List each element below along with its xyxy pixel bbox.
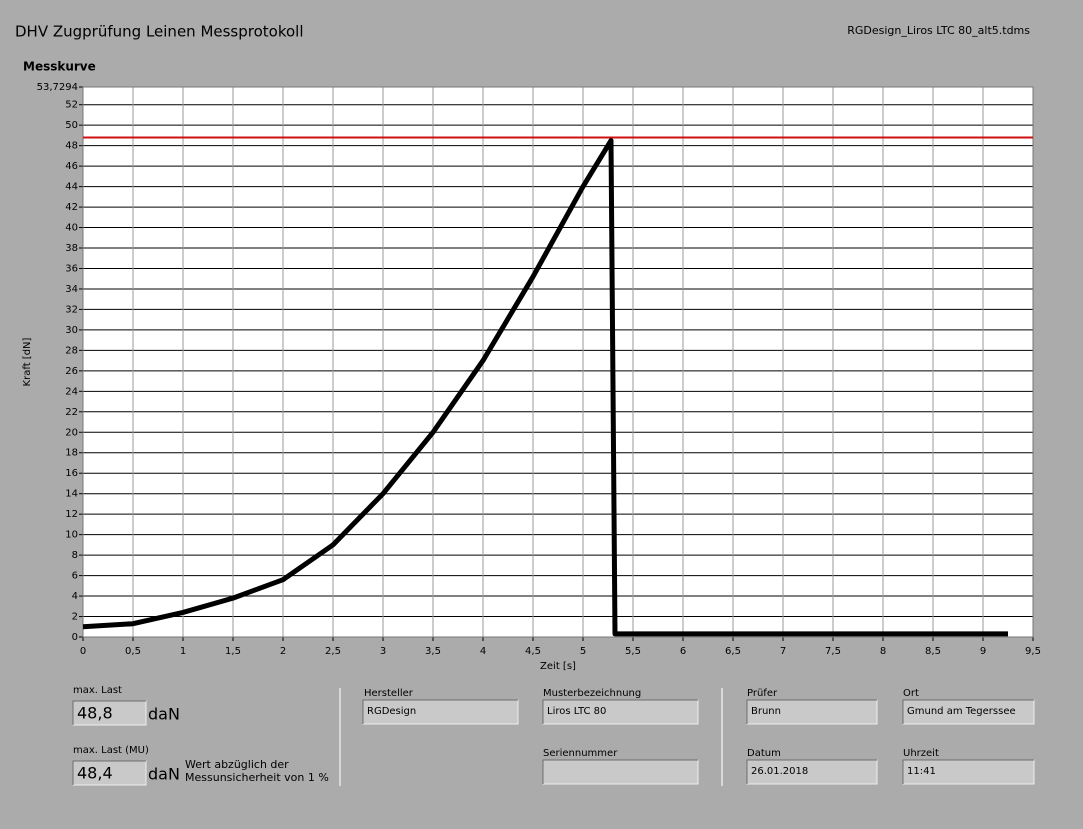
x-tick-label: 7 bbox=[780, 646, 786, 657]
plot-frame bbox=[82, 86, 1034, 638]
y-tick-label: 6 bbox=[72, 571, 78, 582]
x-tick-label: 7,5 bbox=[825, 646, 841, 657]
field-label: Hersteller bbox=[364, 688, 414, 699]
x-tick-label: 8,5 bbox=[925, 646, 941, 657]
x-tick-label: 5,5 bbox=[625, 646, 641, 657]
y-tick-label: 28 bbox=[65, 345, 78, 356]
field-value: 48,4 bbox=[77, 764, 113, 783]
y-tick-label: 48 bbox=[65, 141, 78, 152]
x-tick-label: 6 bbox=[680, 646, 686, 657]
field-box bbox=[746, 699, 878, 725]
field-bevel bbox=[542, 759, 698, 784]
x-tick-label: 8 bbox=[880, 646, 886, 657]
field-bevel bbox=[542, 699, 698, 724]
x-tick-label: 1 bbox=[180, 646, 186, 657]
field-label: Datum bbox=[747, 748, 781, 759]
field-bevel bbox=[72, 760, 146, 785]
file-name: RGDesign_Liros LTC 80_alt5.tdms bbox=[847, 24, 1030, 37]
field-box bbox=[902, 699, 1035, 725]
x-tick-label: 2,5 bbox=[325, 646, 341, 657]
field-label: max. Last bbox=[73, 685, 122, 696]
field-value: Brunn bbox=[751, 706, 781, 717]
field-label: Musterbezeichnung bbox=[543, 688, 641, 699]
y-tick-label: 12 bbox=[65, 509, 78, 520]
x-tick-label: 1,5 bbox=[225, 646, 241, 657]
y-tick-label: 8 bbox=[72, 550, 78, 561]
field-value: RGDesign bbox=[367, 706, 416, 717]
x-tick-label: 4 bbox=[480, 646, 486, 657]
y-tick-label: 38 bbox=[65, 243, 78, 254]
x-tick-label: 5 bbox=[580, 646, 586, 657]
y-tick-label: 50 bbox=[65, 120, 78, 131]
y-tick-label: 32 bbox=[65, 304, 78, 315]
y-tick-label: 4 bbox=[72, 591, 78, 602]
page-title: DHV Zugprüfung Leinen Messprotokoll bbox=[15, 23, 304, 41]
y-tick-label: 53,7294 bbox=[37, 82, 78, 93]
field-bevel bbox=[902, 759, 1034, 784]
y-tick-label: 18 bbox=[65, 448, 78, 459]
x-tick-label: 2 bbox=[280, 646, 286, 657]
y-tick-label: 26 bbox=[65, 366, 78, 377]
x-tick-label: 6,5 bbox=[725, 646, 741, 657]
y-tick-label: 22 bbox=[65, 407, 78, 418]
x-tick-label: 0,5 bbox=[125, 646, 141, 657]
x-tick-label: 3,5 bbox=[425, 646, 441, 657]
field-unit: daN bbox=[148, 705, 180, 724]
field-bevel bbox=[362, 699, 518, 724]
y-tick-label: 52 bbox=[65, 100, 78, 111]
x-axis-label: Zeit [s] bbox=[540, 661, 576, 672]
field-box bbox=[542, 759, 699, 785]
y-tick-label: 36 bbox=[65, 263, 78, 274]
field-value: 26.01.2018 bbox=[751, 766, 808, 777]
field-bevel bbox=[746, 759, 877, 784]
x-tick-label: 3 bbox=[380, 646, 386, 657]
field-label: Seriennummer bbox=[543, 748, 618, 759]
plot-area bbox=[83, 87, 1033, 637]
field-label: Uhrzeit bbox=[903, 748, 939, 759]
field-bevel bbox=[746, 699, 877, 724]
field-value: Liros LTC 80 bbox=[547, 706, 606, 717]
y-tick-label: 46 bbox=[65, 161, 78, 172]
y-tick-label: 16 bbox=[65, 468, 78, 479]
field-bevel bbox=[902, 699, 1034, 724]
y-tick-label: 40 bbox=[65, 223, 78, 234]
y-tick-label: 30 bbox=[65, 325, 78, 336]
field-box bbox=[902, 759, 1035, 785]
y-tick-label: 14 bbox=[65, 489, 78, 500]
y-axis-label: Kraft [dN] bbox=[22, 337, 33, 386]
x-tick-label: 9,5 bbox=[1025, 646, 1041, 657]
field-value: 11:41 bbox=[907, 766, 936, 777]
field-label: Ort bbox=[903, 688, 919, 699]
x-tick-label: 0 bbox=[80, 646, 86, 657]
field-note: Messunsicherheit von 1 % bbox=[185, 771, 329, 784]
field-value: Gmund am Tegerssee bbox=[907, 706, 1016, 717]
chart-title: Messkurve bbox=[23, 60, 96, 74]
field-label: max. Last (MU) bbox=[73, 745, 149, 756]
y-tick-label: 10 bbox=[65, 530, 78, 541]
y-tick-label: 42 bbox=[65, 202, 78, 213]
y-tick-label: 2 bbox=[72, 612, 78, 623]
field-value: 48,8 bbox=[77, 704, 113, 723]
y-tick-label: 20 bbox=[65, 427, 78, 438]
field-label: Prüfer bbox=[747, 688, 778, 699]
y-tick-label: 24 bbox=[65, 386, 78, 397]
y-tick-label: 0 bbox=[72, 632, 78, 643]
field-box bbox=[362, 699, 519, 725]
field-unit: daN bbox=[148, 765, 180, 784]
field-note: Wert abzüglich der bbox=[185, 758, 289, 771]
y-tick-label: 44 bbox=[65, 182, 78, 193]
y-tick-label: 34 bbox=[65, 284, 78, 295]
field-bevel bbox=[72, 700, 146, 725]
x-tick-label: 4,5 bbox=[525, 646, 541, 657]
data-line bbox=[82, 138, 1008, 637]
x-tick-label: 9 bbox=[980, 646, 986, 657]
